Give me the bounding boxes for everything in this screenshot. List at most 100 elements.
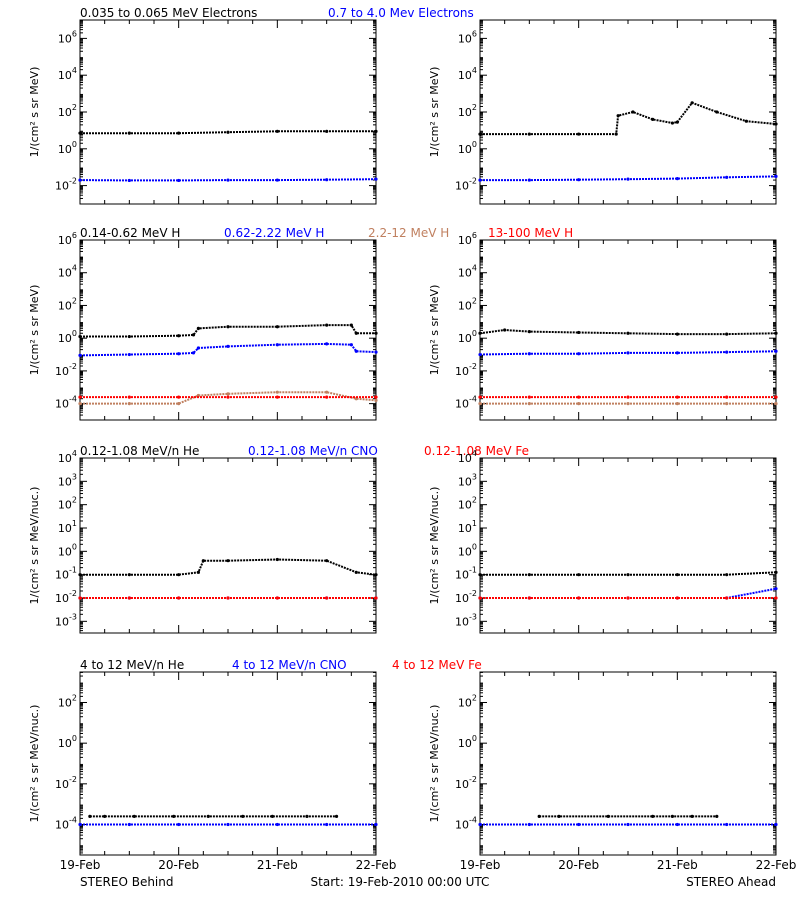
data-point [132,814,136,818]
data-point [78,334,82,339]
panel-1-ahead: 10-2 100 102 104 106 1/(cm² s sr MeV) [428,19,778,205]
x-tick-label: 21-Feb [257,858,298,872]
data-point [226,395,230,399]
data-point [127,334,131,339]
data-point [78,573,82,577]
y-tick-label: 10-4 [55,816,77,832]
data-point [774,822,778,827]
data-point [325,129,329,133]
data-point [725,395,729,399]
footer-right-label: STEREO Ahead [686,875,776,889]
y-tick-label: 100 [58,140,77,156]
data-point [527,822,531,827]
data-point [626,177,630,181]
data-point [78,822,82,827]
y-tick-label: 102 [458,103,477,119]
x-tick-label: 20-Feb [158,858,199,872]
data-point [675,573,679,577]
data-point [226,344,230,348]
data-point [774,395,778,399]
data-point [78,178,82,182]
footer-start-time: Start: 19-Feb-2010 00:00 UTC [311,875,490,889]
data-point [177,596,181,600]
data-point [226,596,230,600]
panel-1-behind: 10-2 100 102 104 106 1/(cm² s sr MeV) [28,19,378,205]
data-point [325,390,329,394]
data-point [478,331,482,335]
data-point [577,352,581,356]
data-point [127,395,131,399]
y-tick-label: 10-2 [455,775,477,791]
data-point [577,573,581,577]
data-point [527,132,531,136]
y-tick-label: 100 [458,542,477,558]
data-point [78,353,82,357]
data-point [374,822,378,827]
data-point [725,332,729,336]
data-point [651,117,655,121]
y-tick-label: 104 [458,264,477,280]
data-point [503,328,507,332]
y-tick-label: 10-4 [455,395,477,411]
data-point [78,395,82,399]
y-tick-label: 103 [58,472,77,488]
data-point [325,323,329,327]
y-tick-label: 106 [58,231,77,247]
panel-3-behind: 10-3 10-2 10-1 100 101 102 103 104 1/(cm² s sr M… [28,449,378,634]
title-segment: 13-100 MeV H [488,226,573,240]
data-point [527,395,531,399]
y-tick-label: 101 [58,519,77,535]
data-point [715,814,719,818]
y-tick-label: 10-4 [55,395,77,411]
data-point [690,101,694,105]
data-point [354,331,358,335]
y-tick-label: 104 [458,66,477,82]
data-point [478,596,482,600]
y-tick-label: 100 [458,734,477,750]
data-point [527,402,531,406]
data-point [675,395,679,399]
data-point [226,325,230,329]
data-point [196,570,200,574]
data-point [196,326,200,330]
data-point [349,343,353,347]
y-tick-label: 10-2 [455,177,477,193]
y-tick-label: 102 [58,496,77,512]
data-point [537,814,541,818]
y-tick-label: 102 [458,496,477,512]
data-point [354,349,358,353]
data-point [349,323,353,327]
data-point [478,395,482,399]
data-point [191,333,196,337]
y-tick-label: 10-3 [455,612,477,628]
data-point [626,351,630,355]
data-point [606,814,610,818]
series-line [479,329,777,336]
y-axis-label: 1/(cm² s sr MeV/nuc.) [428,705,441,823]
x-tick-label: 19-Feb [60,858,101,872]
data-point [478,352,482,357]
y-tick-label: 106 [58,29,77,45]
data-point [374,395,378,399]
y-tick-label: 102 [58,103,77,119]
data-point [78,131,82,135]
y-axis-label: 1/(cm² s sr MeV) [428,285,441,376]
data-point [725,175,729,179]
title-segment: 0.12-1.08 MeV/n He [80,444,199,458]
data-point [744,119,749,123]
data-point [374,331,378,335]
footer-left-label: STEREO Behind [80,875,174,889]
data-point [774,331,778,335]
data-point [201,559,205,563]
title-segment: 4 to 12 MeV/n He [80,658,184,672]
y-tick-label: 102 [58,694,77,710]
title-segment: 0.7 to 4.0 Mev Electrons [328,6,474,20]
x-tick-label: 21-Feb [657,858,698,872]
title-segment: 0.035 to 0.065 MeV Electrons [80,6,257,20]
y-tick-label: 106 [458,29,477,45]
data-point [478,573,482,577]
data-point [177,131,181,135]
data-point [270,814,274,818]
